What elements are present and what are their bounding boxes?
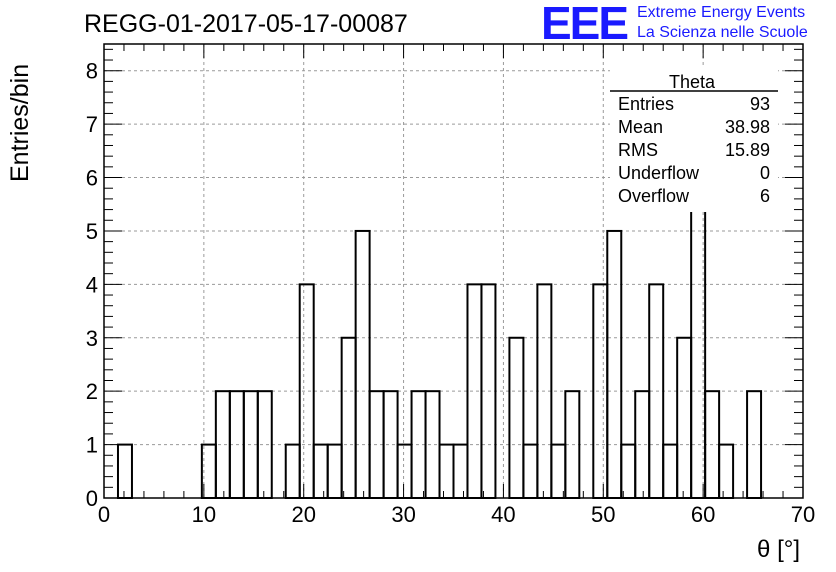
x-tick-label: 40: [491, 502, 515, 527]
logo-line-1: Extreme Energy Events: [637, 4, 806, 21]
stats-row-value: 0: [760, 163, 770, 183]
histogram-bin: [508, 336, 525, 499]
y-tick-label: 2: [86, 379, 98, 404]
histogram-bin: [634, 390, 651, 500]
stats-row-value: 15.89: [725, 140, 770, 160]
stats-box-name: Theta: [669, 72, 716, 92]
histogram-bin: [718, 443, 735, 499]
y-tick-label: 6: [86, 166, 98, 191]
y-tick-label: 1: [86, 433, 98, 458]
stats-row-label: Entries: [618, 94, 674, 114]
histogram-bin: [550, 443, 567, 499]
x-tick-label: 50: [591, 502, 615, 527]
x-axis-label: θ [°]: [757, 536, 800, 563]
histogram-bin: [382, 390, 399, 500]
histogram-bin: [424, 390, 441, 500]
histogram-bin: [326, 443, 343, 499]
stats-box-bg: [610, 68, 778, 212]
stats-row-value: 93: [750, 94, 770, 114]
histogram-bin: [522, 443, 539, 499]
histogram-bin: [592, 283, 609, 499]
stats-row-label: RMS: [618, 140, 658, 160]
histogram-bin: [298, 283, 315, 499]
x-tick-label: 70: [791, 502, 815, 527]
histogram-bin: [340, 336, 357, 499]
x-tick-label: 20: [291, 502, 315, 527]
histogram-bin: [606, 229, 623, 500]
stats-row-value: 38.98: [725, 117, 770, 137]
histogram-bin: [256, 390, 273, 500]
stats-row-label: Underflow: [618, 163, 700, 183]
y-tick-label: 8: [86, 59, 98, 84]
histogram-bin: [116, 443, 133, 499]
stats-row-value: 6: [760, 186, 770, 206]
x-tick-label: 30: [391, 502, 415, 527]
histogram-bin: [452, 443, 469, 499]
histogram-bin: [354, 229, 371, 500]
logo-line-2: La Scienza nelle Scuole: [637, 24, 808, 41]
y-tick-label: 0: [86, 486, 98, 511]
x-tick-label: 10: [192, 502, 216, 527]
y-tick-label: 4: [86, 272, 98, 297]
histogram-bin: [676, 336, 693, 499]
histogram-bin: [466, 283, 483, 499]
stats-row-label: Mean: [618, 117, 663, 137]
histogram-bin: [662, 443, 679, 499]
x-tick-label: 60: [691, 502, 715, 527]
plot-frame: [103, 43, 804, 499]
histogram-bin: [312, 443, 329, 499]
histogram-bin: [396, 443, 413, 499]
x-tick-label: 0: [98, 502, 110, 527]
stats-row-label: Overflow: [618, 186, 690, 206]
eee-logo: EEE: [541, 0, 629, 49]
y-tick-label: 3: [86, 326, 98, 351]
histogram-bin: [438, 443, 455, 499]
histogram-bin: [284, 443, 301, 499]
y-tick-label: 7: [86, 112, 98, 137]
histogram-title: REGG-01-2017-05-17-00087: [84, 10, 408, 38]
histogram-bin: [214, 390, 231, 500]
y-tick-label: 5: [86, 219, 98, 244]
histogram-bin: [620, 443, 637, 499]
